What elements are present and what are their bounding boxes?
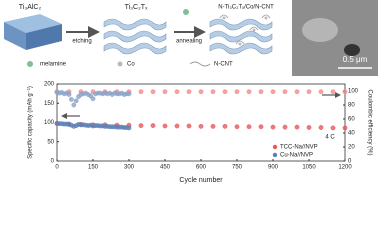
- tem-image: [292, 0, 378, 76]
- legend-marker: [272, 152, 278, 158]
- point: [282, 124, 288, 130]
- legend-label: N-CNT: [214, 62, 233, 68]
- point: [138, 123, 144, 128]
- arrow-label: annealing: [176, 39, 202, 45]
- legend-label: TCC-Na//NVP: [280, 145, 318, 151]
- figure: Ti₃AlC₂ etching Ti₃C₂Tₓ annealing N-Ti₃C…: [4, 0, 378, 184]
- tem-feature: [344, 44, 360, 56]
- x-tick-label: 300: [124, 165, 135, 171]
- co-icon: [117, 61, 123, 67]
- x-tick-label: 600: [196, 165, 207, 171]
- step-label: Ti₃C₂Tₓ: [125, 4, 148, 11]
- sheets: [103, 18, 167, 55]
- step-label: Ti₃AlC₂: [19, 4, 42, 11]
- point: [246, 89, 252, 95]
- point: [150, 123, 156, 128]
- legend-label: Cu-Na//NVP: [280, 153, 313, 159]
- composite: [209, 18, 273, 55]
- annotation: 4 C: [325, 135, 335, 141]
- point: [258, 124, 264, 130]
- point: [69, 97, 74, 102]
- x-tick-label: 450: [160, 165, 171, 171]
- chart: 0 150 300 450 600 750 900 1050 12000501001502000…: [28, 82, 373, 184]
- point: [198, 89, 204, 95]
- point: [294, 124, 300, 130]
- point: [90, 96, 96, 102]
- page: Ti₃AlC₂ etching Ti₃C₂Tₓ annealing N-Ti₃C…: [4, 0, 378, 184]
- tem-feature: [302, 18, 338, 42]
- x-tick-label: 0: [55, 165, 59, 171]
- point: [270, 124, 276, 130]
- legend-label: Co: [127, 62, 135, 68]
- x-tick-label: 1200: [338, 165, 352, 171]
- scale-label: 0.5 μm: [343, 55, 368, 64]
- point: [306, 89, 312, 95]
- slab-side: [4, 22, 26, 50]
- point: [258, 89, 264, 95]
- slab-top: [4, 14, 62, 33]
- point: [126, 91, 132, 97]
- point: [138, 89, 144, 95]
- point: [270, 89, 276, 95]
- cnt-icon: [189, 61, 211, 67]
- arrow-label: etching: [72, 39, 91, 45]
- point: [174, 89, 180, 95]
- x-tick-label: 750: [232, 165, 243, 171]
- point: [174, 123, 180, 129]
- y2-axis-label: Coulombic efficiency (%): [366, 90, 372, 156]
- y2-tick-label: 0: [348, 159, 352, 165]
- y2-tick-label: 60: [348, 117, 355, 123]
- point: [282, 89, 288, 95]
- point: [234, 124, 240, 130]
- melamine-icon: [27, 61, 33, 67]
- y2-tick-label: 100: [348, 89, 359, 95]
- point: [126, 125, 132, 131]
- point: [330, 125, 336, 131]
- slab-front: [26, 24, 62, 50]
- y-tick-label: 100: [44, 120, 55, 126]
- point: [306, 125, 312, 130]
- point: [210, 89, 216, 95]
- point: [342, 89, 348, 95]
- point: [73, 98, 79, 104]
- cnt: [219, 14, 271, 45]
- melamine-icon: [183, 9, 189, 15]
- y-tick-label: 0: [51, 159, 55, 165]
- schematic: Ti₃AlC₂ etching Ti₃C₂Tₓ annealing N-Ti₃C…: [4, 0, 378, 76]
- point: [66, 92, 72, 97]
- point: [162, 123, 168, 129]
- co: [222, 16, 268, 46]
- y2-tick-label: 80: [348, 103, 355, 109]
- point: [198, 123, 204, 129]
- x-axis-label: Cycle number: [179, 177, 223, 184]
- point: [162, 89, 168, 95]
- point: [222, 89, 228, 95]
- point: [150, 89, 156, 95]
- y2-tick-label: 40: [348, 131, 355, 137]
- point: [318, 89, 324, 95]
- point: [294, 89, 300, 95]
- x-tick-label: 900: [268, 165, 279, 171]
- point: [330, 89, 336, 95]
- point: [246, 124, 252, 130]
- y-axis-label: Specific capacity (mAh g⁻¹): [28, 86, 34, 159]
- point: [222, 123, 228, 129]
- point: [342, 125, 348, 131]
- legend-marker: [272, 144, 278, 150]
- point: [186, 89, 192, 95]
- step-label: N-Ti₃C₂Tₓ/Co/N-CNT: [218, 5, 274, 11]
- point: [186, 123, 192, 129]
- point: [210, 123, 216, 129]
- point: [234, 89, 240, 95]
- y-tick-label: 150: [44, 101, 55, 107]
- x-tick-label: 150: [88, 165, 99, 171]
- point: [71, 102, 77, 108]
- point: [318, 125, 324, 130]
- legend-label: melamine: [40, 62, 67, 68]
- y-tick-label: 200: [44, 82, 55, 88]
- y2-tick-label: 20: [348, 145, 355, 151]
- y-tick-label: 50: [47, 139, 54, 145]
- x-tick-label: 1050: [302, 165, 316, 171]
